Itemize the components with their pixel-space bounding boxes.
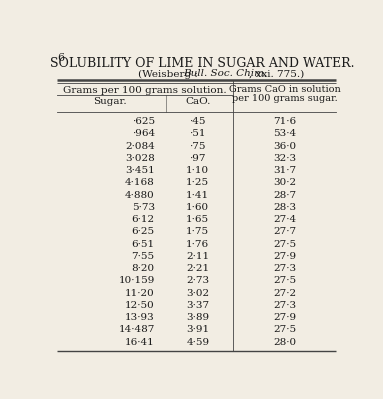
Text: ·51: ·51 xyxy=(190,129,206,138)
Text: 2·11: 2·11 xyxy=(186,252,210,261)
Text: (Weisberg :: (Weisberg : xyxy=(138,69,201,79)
Text: 11·20: 11·20 xyxy=(125,289,155,298)
Text: ·97: ·97 xyxy=(190,154,206,163)
Text: 6·25: 6·25 xyxy=(132,227,155,237)
Text: 2·73: 2·73 xyxy=(186,277,210,285)
Text: 27·3: 27·3 xyxy=(273,301,296,310)
Text: 28·3: 28·3 xyxy=(273,203,296,212)
Text: 6·12: 6·12 xyxy=(132,215,155,224)
Text: ·625: ·625 xyxy=(132,117,155,126)
Text: 1·25: 1·25 xyxy=(186,178,210,188)
Text: 32·3: 32·3 xyxy=(273,154,296,163)
Text: 3·91: 3·91 xyxy=(186,326,210,334)
Text: 14·487: 14·487 xyxy=(118,326,155,334)
Text: 12·50: 12·50 xyxy=(125,301,155,310)
Text: 53·4: 53·4 xyxy=(273,129,296,138)
Text: 4·880: 4·880 xyxy=(125,191,155,200)
Text: 3·89: 3·89 xyxy=(186,313,210,322)
Text: 28·7: 28·7 xyxy=(273,191,296,200)
Text: 3·02: 3·02 xyxy=(186,289,210,298)
Text: 27·3: 27·3 xyxy=(273,264,296,273)
Text: 5·73: 5·73 xyxy=(132,203,155,212)
Text: 3·451: 3·451 xyxy=(125,166,155,175)
Text: Grams CaO in solution: Grams CaO in solution xyxy=(229,85,340,94)
Text: CaO.: CaO. xyxy=(185,97,211,106)
Text: ·45: ·45 xyxy=(190,117,206,126)
Text: 10·159: 10·159 xyxy=(118,277,155,285)
Text: ·964: ·964 xyxy=(132,129,155,138)
Text: , xxi. 775.): , xxi. 775.) xyxy=(249,69,304,78)
Text: 27·9: 27·9 xyxy=(273,252,296,261)
Text: 36·0: 36·0 xyxy=(273,142,296,150)
Text: 27·5: 27·5 xyxy=(273,277,296,285)
Text: 27·2: 27·2 xyxy=(273,289,296,298)
Text: 8·20: 8·20 xyxy=(132,264,155,273)
Text: 6·51: 6·51 xyxy=(132,240,155,249)
Text: 1·60: 1·60 xyxy=(186,203,210,212)
Text: 31·7: 31·7 xyxy=(273,166,296,175)
Text: Sugar.: Sugar. xyxy=(93,97,126,106)
Text: 27·4: 27·4 xyxy=(273,215,296,224)
Text: per 100 grams sugar.: per 100 grams sugar. xyxy=(232,94,337,103)
Text: 1·76: 1·76 xyxy=(186,240,210,249)
Text: 2·21: 2·21 xyxy=(186,264,210,273)
Text: 1·65: 1·65 xyxy=(186,215,210,224)
Text: 4·168: 4·168 xyxy=(125,178,155,188)
Text: 2·084: 2·084 xyxy=(125,142,155,150)
Text: SOLUBILITY OF LIME IN SUGAR AND WATER.: SOLUBILITY OF LIME IN SUGAR AND WATER. xyxy=(50,57,355,70)
Text: 71·6: 71·6 xyxy=(273,117,296,126)
Text: 27·5: 27·5 xyxy=(273,326,296,334)
Text: 3·37: 3·37 xyxy=(186,301,210,310)
Text: 30·2: 30·2 xyxy=(273,178,296,188)
Text: 27·5: 27·5 xyxy=(273,240,296,249)
Text: 7·55: 7·55 xyxy=(132,252,155,261)
Text: Grams per 100 grams solution.: Grams per 100 grams solution. xyxy=(63,86,227,95)
Text: 6: 6 xyxy=(57,53,64,63)
Text: 3·028: 3·028 xyxy=(125,154,155,163)
Text: Bull. Soc. Chim.: Bull. Soc. Chim. xyxy=(183,69,267,78)
Text: 16·41: 16·41 xyxy=(125,338,155,347)
Text: 27·9: 27·9 xyxy=(273,313,296,322)
Text: 1·10: 1·10 xyxy=(186,166,210,175)
Text: 1·41: 1·41 xyxy=(186,191,210,200)
Text: 1·75: 1·75 xyxy=(186,227,210,237)
Text: 27·7: 27·7 xyxy=(273,227,296,237)
Text: ·75: ·75 xyxy=(190,142,206,150)
Text: 28·0: 28·0 xyxy=(273,338,296,347)
Text: 4·59: 4·59 xyxy=(186,338,210,347)
Text: 13·93: 13·93 xyxy=(125,313,155,322)
